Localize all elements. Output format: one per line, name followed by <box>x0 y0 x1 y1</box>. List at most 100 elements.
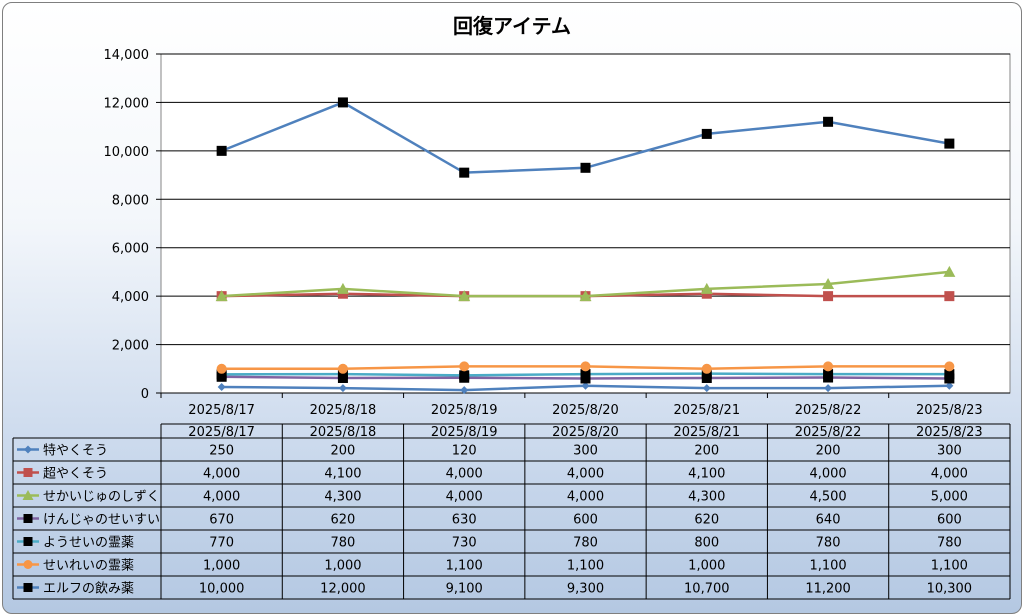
data-label: 200 <box>694 444 719 459</box>
data-label: 4,100 <box>688 467 725 482</box>
table-row: 特やくそう 250 200 120 300 200 200 300 <box>17 444 962 459</box>
data-point <box>338 384 347 393</box>
data-label: 200 <box>816 444 841 459</box>
x-tick-label: 2025/8/19 <box>431 403 498 418</box>
data-label: 10,700 <box>684 582 730 597</box>
data-label: 800 <box>694 536 719 551</box>
series <box>216 97 955 178</box>
x-tick-label: 2025/8/18 <box>310 403 377 418</box>
data-point <box>701 363 712 374</box>
data-label: 1,000 <box>324 559 361 574</box>
y-tick-label: 2,000 <box>112 339 149 354</box>
data-point <box>23 537 33 546</box>
data-label: 1,100 <box>931 559 968 574</box>
data-label: 200 <box>331 444 356 459</box>
data-point <box>337 369 348 380</box>
data-label: 4,000 <box>446 467 483 482</box>
data-label: 4,300 <box>688 490 725 505</box>
y-tick-label: 10,000 <box>104 145 150 160</box>
data-label: 12,000 <box>320 582 366 597</box>
data-label: 670 <box>209 513 234 528</box>
x-tick-label: 2025/8/21 <box>673 403 740 418</box>
data-label: 300 <box>937 444 962 459</box>
x-tick-label: 2025/8/17 <box>188 403 255 418</box>
data-label: 4,300 <box>324 490 361 505</box>
data-label: 4,500 <box>809 490 846 505</box>
data-label: 4,000 <box>203 467 240 482</box>
data-label: 9,100 <box>446 582 483 597</box>
data-point <box>580 361 591 372</box>
data-point <box>23 514 33 523</box>
series <box>216 361 955 374</box>
data-label: 730 <box>452 536 477 551</box>
plot-area <box>160 53 1011 394</box>
data-point <box>823 291 834 302</box>
data-label: 780 <box>573 536 598 551</box>
data-point <box>23 583 33 592</box>
data-label: 4,000 <box>446 490 483 505</box>
x-tick-label: 2025/8/22 <box>795 403 862 418</box>
legend-entry: せかいじゅのしずく <box>43 490 160 505</box>
data-label: 10,000 <box>199 582 245 597</box>
x-axis: 2025/8/17 2025/8/18 2025/8/19 2025/8/20 2025… <box>160 393 983 418</box>
data-point <box>337 97 348 108</box>
data-point <box>580 369 591 380</box>
data-point <box>579 290 592 302</box>
series-lines <box>215 97 956 395</box>
table-header-cell: 2025/8/20 <box>552 425 619 440</box>
data-point <box>216 363 227 374</box>
data-label: 1,100 <box>567 559 604 574</box>
legend-entry: けんじゃのせいすい <box>43 513 160 528</box>
data-label: 9,300 <box>567 582 604 597</box>
data-label: 4,000 <box>203 490 240 505</box>
data-label: 640 <box>816 513 841 528</box>
data-point <box>944 291 955 302</box>
data-label: 770 <box>209 536 234 551</box>
y-tick-label: 0 <box>141 387 149 402</box>
data-point <box>945 381 954 390</box>
data-label: 1,100 <box>446 559 483 574</box>
series <box>217 381 954 395</box>
data-label: 4,000 <box>931 467 968 482</box>
table-header-cell: 2025/8/23 <box>916 425 983 440</box>
data-label: 600 <box>573 513 598 528</box>
data-point <box>216 369 227 380</box>
data-point <box>217 382 226 391</box>
data-point <box>215 290 228 302</box>
table-row: せいれいの霊薬 1,000 1,000 1,100 1,100 1,000 1,100 1,1… <box>17 559 968 574</box>
data-point <box>944 361 955 372</box>
table-header-cell: 2025/8/17 <box>188 425 255 440</box>
data-point <box>458 290 471 302</box>
data-point <box>823 369 834 380</box>
data-label: 4,100 <box>324 467 361 482</box>
data-label: 620 <box>694 513 719 528</box>
data-label: 1,100 <box>809 559 846 574</box>
data-point <box>459 370 470 381</box>
chart-title: 回復アイテム <box>453 14 571 38</box>
data-point <box>24 445 32 454</box>
y-axis: 0 2,000 4,000 6,000 8,000 10,000 12,000 14,000 <box>104 48 161 402</box>
legend-entry: 超やくそう <box>43 467 108 482</box>
data-point <box>23 468 33 477</box>
legend-entry: ようせいの霊薬 <box>43 536 134 551</box>
data-point <box>459 167 470 178</box>
data-label: 4,000 <box>567 490 604 505</box>
y-tick-label: 14,000 <box>104 48 150 63</box>
data-label: 4,000 <box>809 467 846 482</box>
data-label: 250 <box>209 444 234 459</box>
data-point <box>702 384 711 393</box>
y-tick-label: 8,000 <box>112 193 149 208</box>
y-tick-label: 12,000 <box>104 96 150 111</box>
table-row: せかいじゅのしずく 4,000 4,300 4,000 4,000 4,300 4,500 5… <box>17 490 968 505</box>
data-point <box>336 282 349 294</box>
data-point <box>216 145 227 156</box>
data-label: 780 <box>816 536 841 551</box>
table-header-cell: 2025/8/21 <box>673 425 740 440</box>
table-row: エルフの飲み薬 10,000 12,000 9,100 9,300 10,700 11,20… <box>17 581 972 597</box>
table-header-cell: 2025/8/19 <box>431 425 498 440</box>
x-tick-label: 2025/8/23 <box>916 403 983 418</box>
data-label: 11,200 <box>805 582 851 597</box>
data-point <box>824 384 833 393</box>
table-row: けんじゃのせいすい 670 620 630 600 620 640 600 <box>17 513 962 528</box>
